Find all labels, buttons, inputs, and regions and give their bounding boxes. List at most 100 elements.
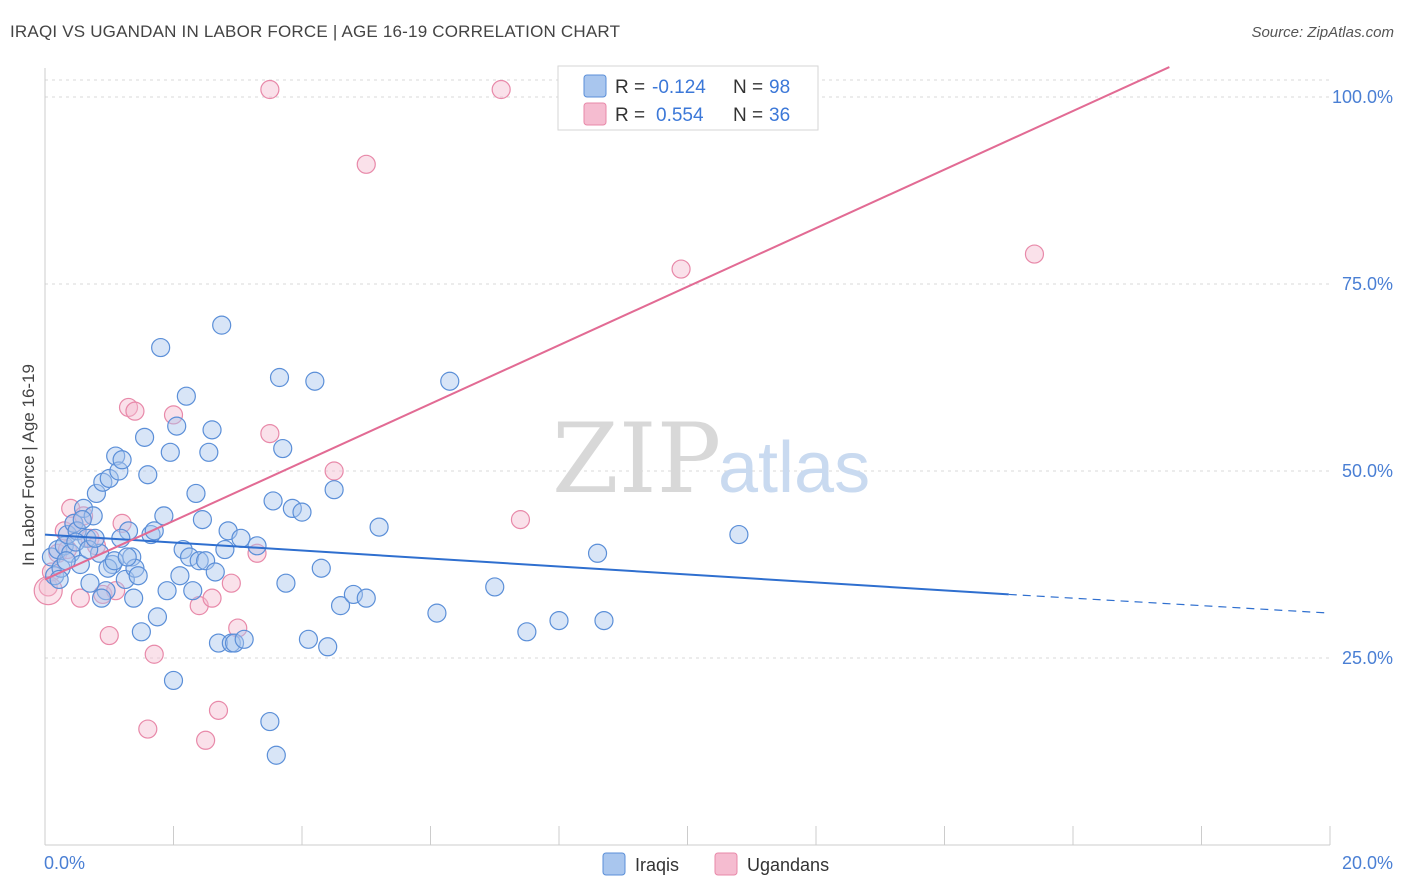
legend-iraqis-r-value: -0.124	[652, 77, 706, 98]
iraqis-point	[517, 622, 537, 642]
y-tick-label: 75.0%	[1342, 274, 1393, 294]
ugandans-trend-line	[44, 66, 1170, 581]
legend-ugandans-swatch	[583, 102, 607, 126]
ugandans-point	[70, 588, 90, 608]
ugandans-point	[33, 576, 63, 606]
iraqis-point	[427, 603, 447, 623]
iraqis-point	[549, 610, 569, 631]
ugandans-point	[202, 588, 222, 608]
iraqis-point	[176, 386, 196, 406]
iraqis-point	[98, 558, 118, 578]
iraqis-point	[83, 506, 103, 526]
watermark-zip: ZIP	[552, 403, 721, 515]
iraqis-point	[292, 502, 312, 522]
iraqis-point	[305, 371, 325, 391]
ugandans-point	[260, 79, 280, 100]
iraqis-point	[167, 416, 187, 436]
iraqis-point	[173, 539, 193, 560]
ugandans-point	[125, 401, 145, 421]
iraqis-point	[587, 543, 608, 563]
iraqis-point	[70, 554, 90, 575]
iraqis-point	[131, 622, 151, 642]
ugandans-point	[491, 79, 511, 100]
iraqis-point	[186, 483, 206, 504]
legend-iraqis-swatch	[583, 74, 607, 98]
bottom-legend-ugandans-swatch	[714, 852, 738, 876]
iraqis-point	[91, 588, 112, 608]
iraqis-point	[163, 670, 184, 691]
iraqis-point	[594, 610, 614, 631]
iraqis-point	[117, 547, 137, 567]
x-tick-label-min: 0.0%	[44, 853, 85, 873]
ugandans-point	[144, 644, 164, 664]
legend-ugandans-r-label: R =	[615, 105, 645, 126]
iraqis-point	[263, 491, 283, 511]
iraqis-point	[212, 315, 232, 335]
iraqis-point	[192, 510, 213, 530]
ugandans-point	[196, 730, 216, 750]
iraqis-point	[205, 562, 225, 582]
correlation-legend: R = -0.124 N = 98 R = 0.554 N = 36	[557, 65, 819, 131]
iraqis-point	[72, 510, 92, 530]
ugandans-point	[112, 513, 132, 533]
legend-ugandans-r-value: 0.554	[656, 105, 704, 126]
iraqis-point	[124, 588, 144, 608]
ugandans-point	[99, 625, 119, 646]
iraqis-point	[179, 547, 200, 567]
legend-ugandans-n-label: N =	[733, 105, 763, 126]
ugandans-point	[208, 700, 229, 720]
iraqis-point	[729, 524, 749, 545]
iraqis-point	[54, 536, 74, 556]
iraqis-point	[369, 517, 389, 537]
iraqis-point	[311, 558, 331, 578]
iraqis-point	[189, 551, 209, 571]
legend-ugandans-n-value: 36	[769, 105, 790, 126]
iraqis-point	[151, 337, 171, 358]
iraqis-point	[215, 539, 235, 560]
chart-source: Source: ZipAtlas.com	[1251, 24, 1394, 41]
iraqis-point	[485, 577, 505, 597]
axes: 25.0% 50.0% 75.0% 100.0% 0.0% 20.0%	[44, 68, 1393, 873]
iraqis-point	[147, 607, 168, 627]
y-tick-label: 50.0%	[1342, 461, 1393, 481]
ugandans-point	[138, 719, 158, 739]
iraqis-point	[234, 629, 254, 649]
iraqis-point	[224, 633, 245, 653]
iraqis-point	[324, 480, 344, 500]
iraqis-point	[157, 581, 177, 601]
ugandans-points	[33, 79, 1045, 750]
iraqis-point	[356, 588, 376, 608]
iraqis-point	[282, 498, 302, 518]
ugandans-point	[356, 154, 376, 174]
iraqis-point	[269, 367, 290, 388]
y-axis-label: In Labor Force | Age 16-19	[19, 364, 38, 566]
iraqis-point	[273, 438, 293, 459]
iraqis-point	[109, 461, 129, 481]
bottom-legend-iraqis-swatch	[602, 852, 626, 876]
iraqis-point	[298, 629, 319, 649]
iraqis-point	[260, 711, 280, 732]
bottom-legend-iraqis-label: Iraqis	[635, 855, 679, 875]
iraqis-point	[86, 483, 107, 504]
legend-iraqis-n-value: 98	[769, 77, 790, 98]
legend-iraqis-n-label: N =	[733, 77, 763, 98]
ugandans-point	[260, 424, 280, 444]
iraqis-point	[80, 573, 100, 593]
chart-title: IRAQI VS UGANDAN IN LABOR FORCE | AGE 16…	[10, 22, 621, 41]
bottom-legend-ugandans-label: Ugandans	[747, 855, 829, 875]
iraqis-points	[41, 315, 749, 765]
series-legend: Iraqis Ugandans	[602, 852, 829, 876]
ugandans-point	[221, 573, 241, 593]
legend-iraqis-r-label: R =	[615, 77, 645, 98]
iraqis-point	[318, 637, 338, 657]
iraqis-trend-extension	[1008, 593, 1331, 614]
y-tick-label: 25.0%	[1342, 648, 1393, 668]
trend-lines	[44, 66, 1331, 614]
iraqis-point	[128, 566, 148, 586]
iraqis-point	[330, 596, 351, 616]
ugandans-point	[1024, 244, 1045, 264]
iraqis-point	[199, 442, 219, 462]
ugandans-point	[324, 461, 344, 481]
iraqis-point	[247, 536, 267, 556]
